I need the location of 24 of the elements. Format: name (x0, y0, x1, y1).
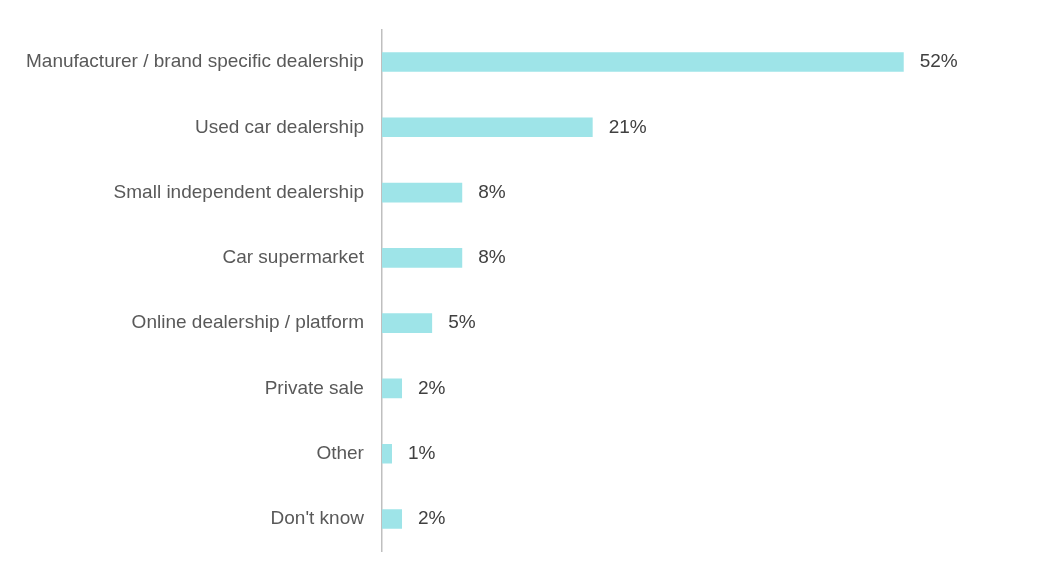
bar (381, 52, 904, 72)
data-label: 21% (608, 115, 647, 137)
bar (381, 378, 403, 399)
bar (381, 117, 593, 138)
bar (381, 509, 403, 529)
y-tick-label: Used car dealership (194, 115, 364, 137)
data-label: 52% (919, 50, 958, 72)
y-tick-label: Other (316, 441, 365, 463)
data-label: 5% (448, 311, 476, 333)
y-tick-label: Car supermarket (222, 246, 365, 268)
data-label: 8% (478, 180, 506, 202)
data-label: 8% (478, 246, 506, 268)
y-tick-label: Small independent dealership (113, 180, 364, 202)
data-label: 2% (418, 376, 446, 398)
y-tick-label: Private sale (264, 376, 364, 398)
bar (381, 443, 392, 464)
bar (381, 182, 463, 203)
data-label: 2% (418, 507, 446, 529)
bar (381, 248, 463, 268)
y-tick-label: Manufacturer / brand specific dealership (25, 50, 364, 72)
bar (381, 313, 433, 333)
y-tick-label: Online dealership / platform (131, 311, 364, 333)
data-label: 1% (407, 441, 436, 463)
y-tick-label: Don't know (270, 507, 365, 529)
